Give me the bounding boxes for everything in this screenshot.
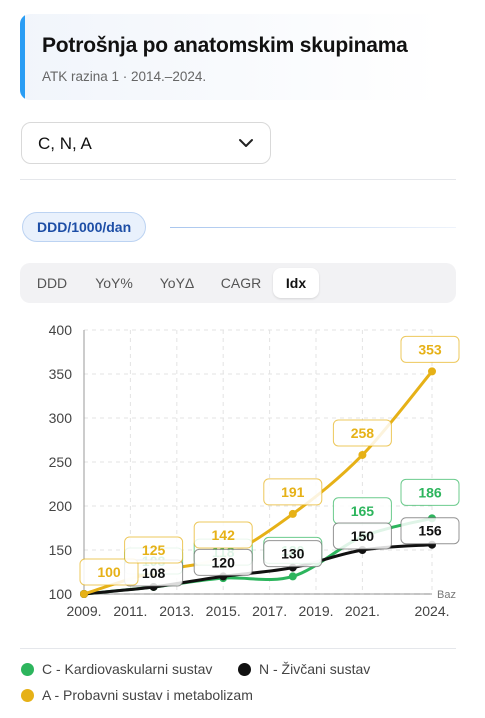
data-label-box-a: [400, 335, 460, 363]
legend-label-n: N - Živčani sustav: [259, 661, 371, 677]
data-label-box-n: [263, 540, 323, 568]
legend-dot-c: [21, 662, 34, 676]
data-label-box-a: [79, 558, 139, 586]
group-select-value: C, N, A: [38, 134, 92, 153]
data-label-n: 120: [212, 554, 236, 570]
data-label-c: 186: [418, 484, 442, 500]
data-label-box-a: [193, 521, 253, 549]
data-label-box-n: [400, 517, 460, 545]
header-card: Potrošnja po anatomskim skupinama ATK ra…: [20, 14, 440, 100]
chevron-down-icon: [239, 139, 253, 147]
x-tick-label: 2019.: [298, 603, 333, 619]
metric-tabs: DDD YoY% YoYΔ CAGR Idx: [20, 263, 456, 303]
data-point-a: [358, 450, 367, 459]
tab-cagr[interactable]: CAGR: [220, 275, 262, 291]
y-tick-label: 200: [49, 498, 73, 514]
tab-yoy-delta[interactable]: YoYΔ: [159, 275, 195, 291]
data-label-box-n: [193, 548, 253, 576]
y-tick-label: 150: [49, 542, 73, 558]
data-point-a: [288, 509, 297, 518]
y-tick-label: 300: [49, 410, 73, 426]
data-label-box-a: [124, 536, 184, 564]
x-tick-label: 2011.: [113, 603, 147, 619]
legend-label-a: A - Probavni sustav i metabolizam: [42, 687, 253, 703]
page-subtitle: ATK razina 1 · 2014.–2024.: [42, 69, 207, 84]
data-label-n: 150: [351, 528, 375, 544]
y-tick-label: 250: [49, 454, 73, 470]
x-tick-label: 2024.: [414, 603, 449, 619]
y-tick-label: 350: [49, 366, 73, 382]
data-point-a: [428, 367, 436, 376]
index-line-chart: 100 150 200 250 300 350 400 2009. 2011. 2013. 2015…: [49, 322, 460, 619]
data-label-box-a: [263, 478, 323, 506]
data-point-a: [80, 590, 88, 598]
legend-item-c[interactable]: C - Kardiovaskularni sustav: [21, 661, 212, 677]
data-label-a: 100: [97, 564, 121, 580]
legend-divider: [20, 648, 456, 649]
data-point-c: [288, 572, 297, 581]
data-label-a: 191: [281, 484, 305, 500]
data-label-box-a: [332, 419, 392, 447]
data-label-a: 142: [212, 527, 236, 543]
x-tick-label: 2013.: [159, 603, 194, 619]
legend-dot-a: [21, 688, 34, 702]
group-select-dropdown[interactable]: C, N, A: [21, 122, 271, 164]
legend-dot-n: [238, 662, 251, 676]
data-label-n: 108: [142, 565, 166, 581]
legend-item-a[interactable]: A - Probavni sustav i metabolizam: [21, 687, 253, 703]
data-label-c: 165: [351, 503, 375, 519]
x-tick-label: 2017.: [252, 603, 287, 619]
data-label-box-n: [332, 522, 392, 550]
page-title: Potrošnja po anatomskim skupinama: [42, 34, 408, 57]
y-tick-label: 100: [49, 586, 73, 602]
y-tick-label: 400: [49, 322, 73, 338]
unit-pill-line: [170, 227, 456, 228]
data-label-a: 125: [142, 542, 166, 558]
data-label-n: 130: [281, 546, 305, 562]
legend-label-c: C - Kardiovaskularni sustav: [42, 661, 213, 677]
tab-ddd[interactable]: DDD: [36, 275, 68, 291]
tab-idx[interactable]: Idx: [273, 268, 319, 298]
header-accent-bar: [20, 14, 25, 100]
x-tick-label: 2009.: [66, 603, 101, 619]
baseline-label: Baz: [437, 589, 456, 601]
tab-yoy-percent[interactable]: YoY%: [95, 275, 133, 291]
section-divider: [20, 179, 456, 180]
legend-item-n[interactable]: N - Živčani sustav: [238, 661, 370, 677]
data-label-a: 353: [418, 341, 442, 357]
data-label-n: 156: [418, 523, 442, 539]
data-label-a: 258: [351, 425, 375, 441]
unit-pill[interactable]: DDD/1000/dan: [22, 212, 147, 242]
x-tick-label: 2015.: [206, 603, 241, 619]
data-label-box-c: [400, 478, 460, 506]
x-tick-label: 2021.: [345, 603, 380, 619]
